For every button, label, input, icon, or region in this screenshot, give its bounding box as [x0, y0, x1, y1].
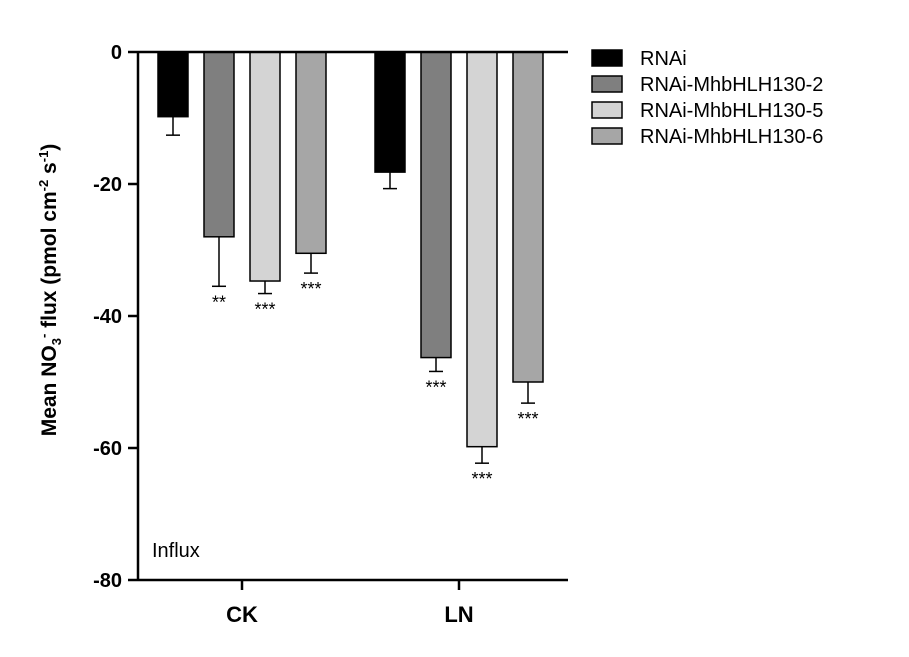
bar: [157, 51, 189, 118]
y-axis-title: Mean NO3- flux (pmol cm-2 s-1): [35, 143, 65, 437]
x-tick-label: CK: [226, 602, 258, 627]
bar: [295, 51, 327, 255]
y-tick-label: -80: [93, 570, 122, 592]
axes-layer: 0 -20 -40 -60 -80 CK LN: [93, 42, 568, 627]
bar: [374, 51, 406, 173]
y-tick-label: -20: [93, 174, 122, 196]
significance-label: ***: [300, 279, 321, 299]
significance-label: **: [212, 292, 226, 312]
legend-label: RNAi-MhbHLH130-2: [640, 74, 823, 96]
legend-label: RNAi-MhbHLH130-6: [640, 126, 823, 148]
bar: [203, 51, 235, 238]
significance-label: ***: [471, 469, 492, 489]
x-tick-label: LN: [444, 602, 473, 627]
legend-swatch: [591, 75, 623, 93]
legend-label: RNAi: [640, 48, 687, 70]
legend-swatch: [591, 127, 623, 145]
y-tick-label: -40: [93, 306, 122, 328]
bar: [420, 51, 452, 359]
legend-label: RNAi-MhbHLH130-5: [640, 100, 823, 122]
bars-layer: ** ***************: [157, 51, 544, 489]
legend-swatch: [591, 101, 623, 119]
y-tick-label: -60: [93, 438, 122, 460]
significance-label: ***: [254, 300, 275, 320]
significance-label: ***: [425, 377, 446, 397]
y-tick-label: 0: [111, 42, 122, 64]
bar: [512, 51, 544, 383]
bar: [466, 51, 498, 448]
legend: RNAi RNAi-MhbHLH130-2 RNAi-MhbHLH130-5 RNAi…: [591, 48, 823, 148]
bar: [249, 51, 281, 282]
significance-label: ***: [517, 409, 538, 429]
influx-annotation: Influx: [152, 540, 200, 562]
legend-swatch: [591, 49, 623, 67]
